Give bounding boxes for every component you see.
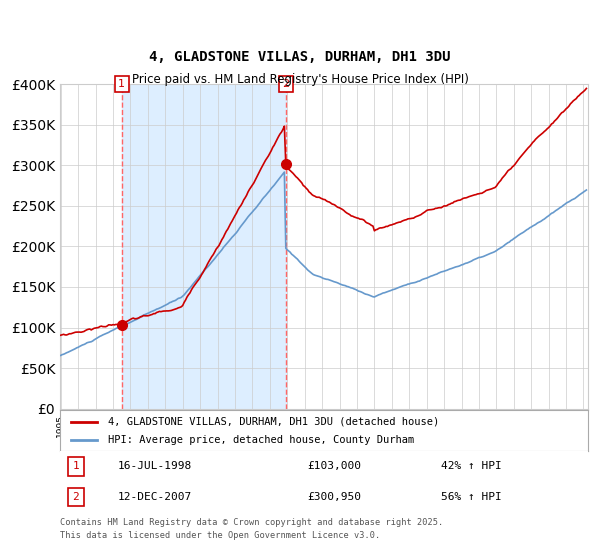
4, GLADSTONE VILLAS, DURHAM, DH1 3DU (detached house) bbox=[457, 197, 464, 203]
Text: 4, GLADSTONE VILLAS, DURHAM, DH1 3DU: 4, GLADSTONE VILLAS, DURHAM, DH1 3DU bbox=[149, 50, 451, 64]
HPI: Average price, detached house, County Durham: (2.03e+03, 2.69e+05): Average price, detached house, County Du… bbox=[583, 186, 590, 193]
4, GLADSTONE VILLAS, DURHAM, DH1 3DU (detached house) bbox=[57, 332, 64, 339]
Text: Price paid vs. HM Land Registry's House Price Index (HPI): Price paid vs. HM Land Registry's House … bbox=[131, 73, 469, 86]
Text: £103,000: £103,000 bbox=[308, 461, 362, 471]
HPI: Average price, detached house, County Durham: (2e+03, 9.61e+04): Average price, detached house, County Du… bbox=[108, 328, 115, 334]
Text: 42% ↑ HPI: 42% ↑ HPI bbox=[442, 461, 502, 471]
4, GLADSTONE VILLAS, DURHAM, DH1 3DU (detached house) bbox=[175, 305, 182, 311]
4, GLADSTONE VILLAS, DURHAM, DH1 3DU (detached house) bbox=[108, 322, 115, 329]
HPI: Average price, detached house, County Durham: (2.02e+03, 1.77e+05): Average price, detached house, County Du… bbox=[458, 262, 465, 268]
HPI: Average price, detached house, County Durham: (2.01e+03, 2.89e+05): Average price, detached house, County Du… bbox=[280, 170, 287, 177]
Text: £300,950: £300,950 bbox=[308, 492, 362, 502]
Line: 4, GLADSTONE VILLAS, DURHAM, DH1 3DU (detached house): 4, GLADSTONE VILLAS, DURHAM, DH1 3DU (de… bbox=[61, 88, 586, 335]
4, GLADSTONE VILLAS, DURHAM, DH1 3DU (detached house) bbox=[280, 126, 287, 133]
Text: 16-JUL-1998: 16-JUL-1998 bbox=[118, 461, 192, 471]
Text: 2: 2 bbox=[73, 492, 79, 502]
4, GLADSTONE VILLAS, DURHAM, DH1 3DU (detached house) bbox=[583, 85, 590, 92]
Text: 2: 2 bbox=[282, 79, 289, 89]
HPI: Average price, detached house, County Durham: (2.01e+03, 2.92e+05): Average price, detached house, County Du… bbox=[281, 169, 288, 175]
Text: 4, GLADSTONE VILLAS, DURHAM, DH1 3DU (detached house): 4, GLADSTONE VILLAS, DURHAM, DH1 3DU (de… bbox=[107, 417, 439, 427]
HPI: Average price, detached house, County Durham: (2e+03, 1.36e+05): Average price, detached house, County Du… bbox=[175, 295, 182, 302]
Text: HPI: Average price, detached house, County Durham: HPI: Average price, detached house, Coun… bbox=[107, 435, 414, 445]
Text: 1: 1 bbox=[73, 461, 79, 471]
4, GLADSTONE VILLAS, DURHAM, DH1 3DU (detached house) bbox=[85, 326, 92, 333]
Text: Contains HM Land Registry data © Crown copyright and database right 2025.: Contains HM Land Registry data © Crown c… bbox=[60, 518, 443, 527]
Text: 56% ↑ HPI: 56% ↑ HPI bbox=[442, 492, 502, 502]
Text: 12-DEC-2007: 12-DEC-2007 bbox=[118, 492, 192, 502]
HPI: Average price, detached house, County Durham: (2e+03, 1.47e+05): Average price, detached house, County Du… bbox=[185, 286, 192, 293]
HPI: Average price, detached house, County Durham: (2e+03, 8.18e+04): Average price, detached house, County Du… bbox=[85, 339, 92, 346]
Text: 1: 1 bbox=[118, 79, 125, 89]
Bar bbox=[122, 84, 286, 409]
Line: HPI: Average price, detached house, County Durham: HPI: Average price, detached house, Coun… bbox=[61, 172, 586, 356]
4, GLADSTONE VILLAS, DURHAM, DH1 3DU (detached house) bbox=[185, 291, 192, 298]
HPI: Average price, detached house, County Durham: (2e+03, 6.57e+04): Average price, detached house, County Du… bbox=[57, 352, 64, 359]
Text: This data is licensed under the Open Government Licence v3.0.: This data is licensed under the Open Gov… bbox=[60, 531, 380, 540]
